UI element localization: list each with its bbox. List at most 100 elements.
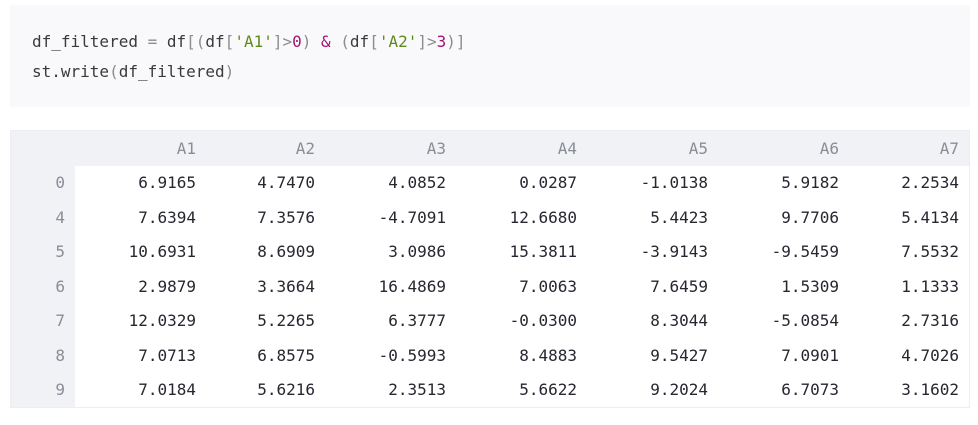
table-row: 4 7.6394 7.3576 -4.7091 12.6680 5.4423 9.7706 5…: [11, 200, 969, 235]
code-token: ): [224, 62, 235, 81]
code-token: [: [369, 32, 379, 51]
code-token: df: [205, 32, 225, 51]
table-cell[interactable]: 5.4423: [650, 207, 708, 227]
row-index-cell: 0: [11, 165, 75, 200]
table-cell[interactable]: 7.0713: [138, 345, 196, 365]
row-index-cell: 4: [11, 200, 75, 235]
table-cell[interactable]: 8.6909: [257, 242, 315, 262]
table-cell[interactable]: -5.0854: [771, 311, 839, 331]
table-cell[interactable]: 1.1333: [901, 276, 959, 296]
code-token: df_filtered: [118, 62, 225, 81]
table-cell[interactable]: 7.6394: [138, 207, 196, 227]
table-cell[interactable]: 1.5309: [781, 276, 839, 296]
dataframe-body: 0 6.9165 4.7470 4.0852 0.0287 -1.0138 5.9182 2.…: [11, 165, 969, 407]
code-token: =: [147, 32, 158, 51]
table-cell[interactable]: 5.6622: [519, 380, 577, 400]
column-header-a3[interactable]: A3: [325, 131, 456, 166]
dataframe-table: A1 A2 A3 A4 A5 A6 A7 0 6.9165 4.7470 4.0852 0.0287…: [11, 131, 969, 407]
table-cell[interactable]: 7.0184: [138, 380, 196, 400]
table-cell[interactable]: 8.4883: [519, 345, 577, 365]
table-cell[interactable]: 6.8575: [257, 345, 315, 365]
table-row: 6 2.9879 3.3664 16.4869 7.0063 7.6459 1.5309 1.…: [11, 269, 969, 304]
table-cell[interactable]: 9.7706: [781, 207, 839, 227]
row-index-cell: 5: [11, 234, 75, 269]
row-index-cell: 9: [11, 372, 75, 407]
column-header-a5[interactable]: A5: [587, 131, 718, 166]
table-cell[interactable]: 12.6680: [509, 207, 577, 227]
table-cell[interactable]: 2.9879: [138, 276, 196, 296]
code-line-1: df_filtered = df[(df['A1']>0) & (df['A2'…: [32, 27, 948, 57]
index-header-cell: [11, 131, 75, 166]
table-cell[interactable]: 3.3664: [257, 276, 315, 296]
table-cell[interactable]: -0.0300: [509, 311, 577, 331]
table-cell[interactable]: 0.0287: [519, 173, 577, 193]
table-row: 7 12.0329 5.2265 6.3777 -0.0300 8.3044 -5.0854…: [11, 303, 969, 338]
row-index-cell: 7: [11, 303, 75, 338]
row-index-cell: 8: [11, 338, 75, 373]
table-cell[interactable]: 16.4869: [378, 276, 446, 296]
column-header-a6[interactable]: A6: [718, 131, 849, 166]
code-token: df_filtered: [32, 32, 148, 51]
table-cell[interactable]: 6.9165: [138, 173, 196, 193]
code-block: df_filtered = df[(df['A1']>0) & (df['A2'…: [10, 5, 970, 107]
table-cell[interactable]: 7.3576: [257, 207, 315, 227]
table-cell[interactable]: 2.7316: [901, 311, 959, 331]
column-header-a4[interactable]: A4: [456, 131, 587, 166]
code-token: ): [301, 32, 322, 51]
dataframe-viewer[interactable]: A1 A2 A3 A4 A5 A6 A7 0 6.9165 4.7470 4.0852 0.0287…: [10, 130, 970, 408]
table-cell[interactable]: 9.5427: [650, 345, 708, 365]
table-cell[interactable]: 3.0986: [388, 242, 446, 262]
table-cell[interactable]: 5.6216: [257, 380, 315, 400]
code-token: (: [109, 62, 119, 81]
code-line-2: st.write(df_filtered): [32, 57, 948, 87]
code-token: &: [321, 32, 331, 51]
table-row: 5 10.6931 8.6909 3.0986 15.3811 -3.9143 -9.545…: [11, 234, 969, 269]
table-cell[interactable]: 2.2534: [901, 173, 959, 193]
code-token: df: [349, 32, 370, 51]
code-token: 'A2': [378, 32, 418, 51]
table-cell[interactable]: 5.9182: [781, 173, 839, 193]
table-cell[interactable]: -4.7091: [378, 207, 446, 227]
table-cell[interactable]: 5.4134: [901, 207, 959, 227]
table-cell[interactable]: -3.9143: [640, 242, 708, 262]
table-cell[interactable]: 7.5532: [901, 242, 959, 262]
code-token: st.write: [32, 62, 110, 81]
code-token: df: [157, 32, 187, 51]
table-row: 0 6.9165 4.7470 4.0852 0.0287 -1.0138 5.9182 2.…: [11, 165, 969, 200]
code-token: (: [330, 32, 350, 51]
row-index-cell: 6: [11, 269, 75, 304]
table-cell[interactable]: -1.0138: [640, 173, 708, 193]
code-token: 3: [436, 32, 447, 51]
table-cell[interactable]: 4.7470: [257, 173, 315, 193]
table-row: 9 7.0184 5.6216 2.3513 5.6622 9.2024 6.7073 3.1…: [11, 372, 969, 407]
table-cell[interactable]: 3.1602: [901, 380, 959, 400]
table-cell[interactable]: 4.7026: [901, 345, 959, 365]
table-cell[interactable]: 12.0329: [128, 311, 196, 331]
table-cell[interactable]: 2.3513: [388, 380, 446, 400]
code-token: 'A1': [234, 32, 273, 51]
table-cell[interactable]: 9.2024: [650, 380, 708, 400]
table-cell[interactable]: 10.6931: [128, 242, 196, 262]
column-header-a1[interactable]: A1: [75, 131, 206, 166]
table-row: 8 7.0713 6.8575 -0.5993 8.4883 9.5427 7.0901 4.…: [11, 338, 969, 373]
table-cell[interactable]: 7.0063: [519, 276, 577, 296]
code-token: [(: [186, 32, 206, 51]
table-cell[interactable]: 5.2265: [257, 311, 315, 331]
code-token: [: [224, 32, 235, 51]
column-header-a7[interactable]: A7: [849, 131, 969, 166]
table-cell[interactable]: 15.3811: [509, 242, 577, 262]
table-cell[interactable]: -9.5459: [771, 242, 839, 262]
table-cell[interactable]: 6.3777: [388, 311, 446, 331]
table-cell[interactable]: 6.7073: [781, 380, 839, 400]
table-cell[interactable]: 7.0901: [781, 345, 839, 365]
table-cell[interactable]: 7.6459: [650, 276, 708, 296]
code-token: ]>: [272, 32, 293, 51]
code-token: 0: [292, 32, 302, 51]
table-cell[interactable]: 8.3044: [650, 311, 708, 331]
table-cell[interactable]: -0.5993: [378, 345, 446, 365]
column-header-a2[interactable]: A2: [206, 131, 325, 166]
code-token: ]>: [417, 32, 437, 51]
code-token: )]: [446, 32, 466, 51]
table-cell[interactable]: 4.0852: [388, 173, 446, 193]
dataframe-header-row: A1 A2 A3 A4 A5 A6 A7: [11, 131, 969, 166]
